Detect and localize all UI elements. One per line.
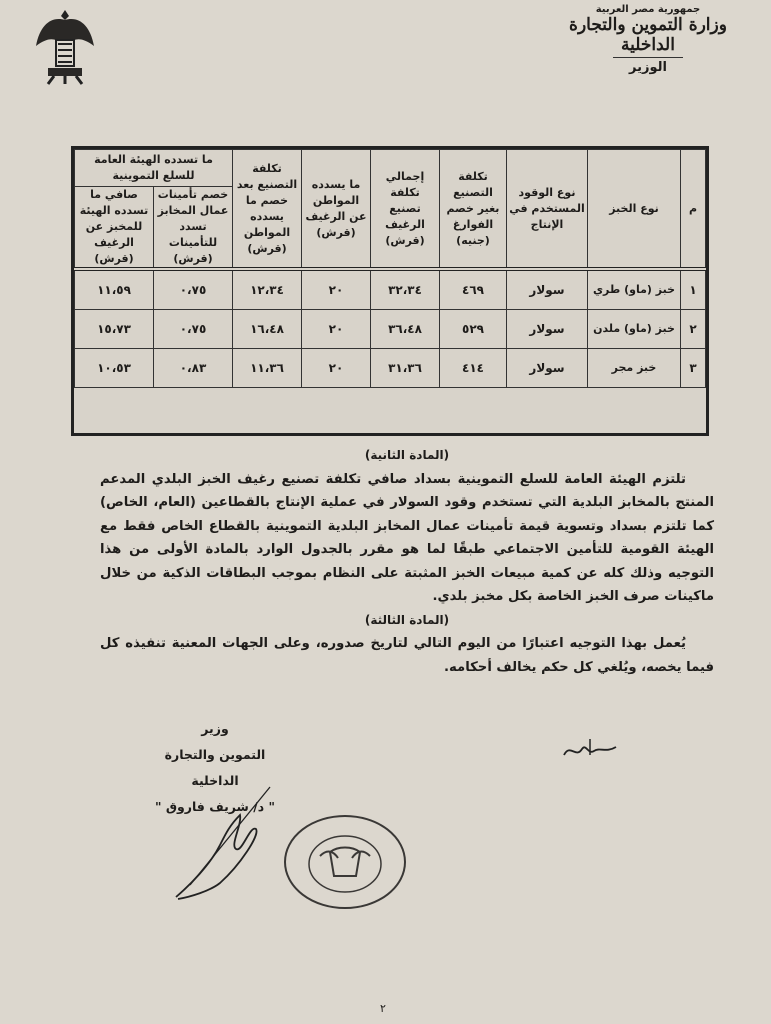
header-total-cost: إجمالي تكلفة تصنيع الرغيف (قرش)	[370, 149, 440, 270]
table-row: ٣ خبز مجر سولار ٤١٤ ٣١،٣٦ ٢٠ ١١،٣٦ ٠،٨٣ …	[74, 348, 706, 388]
header-bread-type: نوع الخبز	[587, 149, 681, 270]
document-body: (المادة الثانية) تلتزم الهيئة العامة للس…	[100, 444, 714, 679]
cell-insurance: ٠،٧٥	[153, 309, 233, 349]
cell-after: ١٢،٣٤	[232, 267, 302, 310]
cell-cost: ٤٦٩	[439, 267, 507, 310]
cell-citizen: ٢٠	[301, 309, 371, 349]
cell-insurance: ٠،٨٣	[153, 348, 233, 388]
cell-citizen: ٢٠	[301, 267, 371, 310]
cell-total: ٣٢،٣٤	[370, 267, 440, 310]
header-cost-after-citizen: تكلفة التصنيع بعد خصم ما يسدده المواطن (…	[232, 149, 302, 270]
ministry-name: وزارة التموين والتجارة الداخلية	[569, 15, 727, 55]
official-stamp-icon	[284, 815, 406, 909]
bread-cost-table: م نوع الخبز نوع الوقود المستخدم في الإنت…	[71, 146, 709, 436]
article-2-title: (المادة الثانية)	[364, 448, 450, 462]
cell-net: ١٠،٥٣	[74, 348, 154, 388]
divider	[613, 57, 683, 58]
cell-bread-type: خبز مجر	[587, 348, 681, 388]
cell-net: ١٥،٧٣	[74, 309, 154, 349]
table-row: ٢ خبز (ماو) ملدن سولار ٥٢٩ ٣٦،٤٨ ٢٠ ١٦،٤…	[74, 309, 706, 349]
cell-net: ١١،٥٩	[74, 267, 154, 310]
article-2-text: تلتزم الهيئة العامة للسلع التموينية بسدا…	[100, 471, 714, 605]
republic-name: جمهورية مصر العربية	[595, 4, 701, 15]
cell-total: ٣٦،٤٨	[370, 309, 440, 349]
letterhead: جمهورية مصر العربية وزارة التموين والتجا…	[543, 4, 753, 75]
office-title: الوزير	[629, 60, 667, 75]
cell-after: ١١،٣٦	[232, 348, 302, 388]
cell-bread-type: خبز (ماو) طري	[587, 267, 681, 310]
cell-after: ١٦،٤٨	[232, 309, 302, 349]
header-manufacturing-cost: تكلفة التصنيع بغير خصم الفوارغ (جنيه)	[439, 149, 507, 270]
page-number: ٢	[380, 1002, 386, 1015]
minister-signature-icon	[175, 786, 271, 900]
header-insurance-deduction: خصم تأمينات عمال المخابز تسدد للتأمينات …	[153, 186, 233, 270]
eagle-emblem-icon	[36, 10, 94, 85]
cell-insurance: ٠،٧٥	[153, 267, 233, 310]
header-citizen-pays: ما يسدده المواطن عن الرغيف (قرش)	[301, 149, 371, 270]
cell-num: ٢	[680, 309, 706, 349]
cell-citizen: ٢٠	[301, 348, 371, 388]
table-row: ١ خبز (ماو) طري سولار ٤٦٩ ٣٢،٣٤ ٢٠ ١٢،٣٤…	[74, 267, 706, 310]
signature-block: وزير التموين والتجارة الداخلية " د/ شريف…	[140, 716, 290, 820]
initials-signature-icon	[563, 739, 617, 756]
cell-cost: ٤١٤	[439, 348, 507, 388]
header-fuel-type: نوع الوقود المستخدم في الإنتاج	[506, 149, 588, 270]
cell-cost: ٥٢٩	[439, 309, 507, 349]
signatory-title: وزير	[201, 721, 229, 736]
header-net-paid: صافي ما تسدده الهيئة للمخبز عن الرغيف (ق…	[74, 186, 154, 270]
header-num: م	[680, 149, 706, 270]
header-authority-pays: ما تسدده الهيئة العامة للسلع التموينية	[74, 149, 233, 187]
signatory-ministry: التموين والتجارة الداخلية	[164, 747, 266, 788]
cell-total: ٣١،٣٦	[370, 348, 440, 388]
cell-fuel: سولار	[506, 348, 588, 388]
article-3-text: يُعمل بهذا التوجيه اعتبارًا من اليوم الت…	[100, 636, 714, 675]
cell-fuel: سولار	[506, 267, 588, 310]
cell-fuel: سولار	[506, 309, 588, 349]
cell-bread-type: خبز (ماو) ملدن	[587, 309, 681, 349]
article-3-title: (المادة الثالثة)	[364, 612, 450, 627]
cell-num: ١	[680, 267, 706, 310]
signatory-name: " د/ شريف فاروق "	[154, 799, 276, 814]
cell-num: ٣	[680, 348, 706, 388]
